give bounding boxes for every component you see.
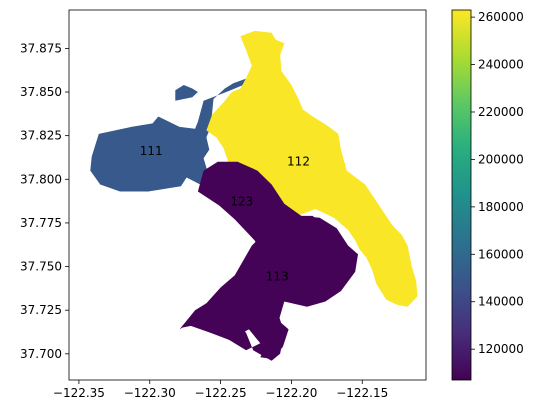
region-113 <box>179 215 358 360</box>
y-tick-label: 37.825 <box>20 129 62 143</box>
y-tick-label: 37.875 <box>20 41 62 55</box>
colorbar-tick-label: 180000 <box>478 200 524 214</box>
y-tick-label: 37.725 <box>20 303 62 317</box>
colorbar-tick-label: 220000 <box>478 105 524 119</box>
y-tick-label: 37.775 <box>20 216 62 230</box>
colorbar-tick-label: 200000 <box>478 152 524 166</box>
y-tick-label: 37.800 <box>20 172 62 186</box>
region-label-111: 111 <box>140 144 163 158</box>
colorbar <box>451 9 472 381</box>
y-axis: 37.700 37.725 37.750 37.775 37.800 37.825 37.8… <box>20 41 69 361</box>
colorbar-tick-label: 260000 <box>478 10 524 24</box>
colorbar-tick-label: 120000 <box>478 342 524 356</box>
x-axis: −122.35 −122.30 −122.25 −122.20 −122.15 <box>53 380 388 400</box>
region-label-123: 123 <box>230 194 253 208</box>
regions-layer <box>90 30 418 361</box>
colorbar-tick-label: 240000 <box>478 58 524 72</box>
plot-frame <box>68 9 427 381</box>
region-label-112: 112 <box>287 154 310 168</box>
x-tick-label: −122.35 <box>53 386 105 400</box>
y-tick-label: 37.700 <box>20 347 62 361</box>
region-111 <box>90 74 248 192</box>
colorbar-tick-label: 160000 <box>478 247 524 261</box>
x-tick-label: −122.25 <box>195 386 247 400</box>
region-112 <box>206 30 418 307</box>
colorbar-tick-label: 140000 <box>478 295 524 309</box>
y-tick-label: 37.750 <box>20 260 62 274</box>
x-tick-label: −122.20 <box>265 386 317 400</box>
region-labels: 111 112 123 113 <box>140 144 310 284</box>
colorbar-axis: 120000 140000 160000 180000 200000 220000 2400… <box>471 10 524 356</box>
x-tick-label: −122.30 <box>124 386 176 400</box>
x-tick-label: −122.15 <box>336 386 388 400</box>
y-tick-label: 37.850 <box>20 85 62 99</box>
region-label-113: 113 <box>266 270 289 284</box>
